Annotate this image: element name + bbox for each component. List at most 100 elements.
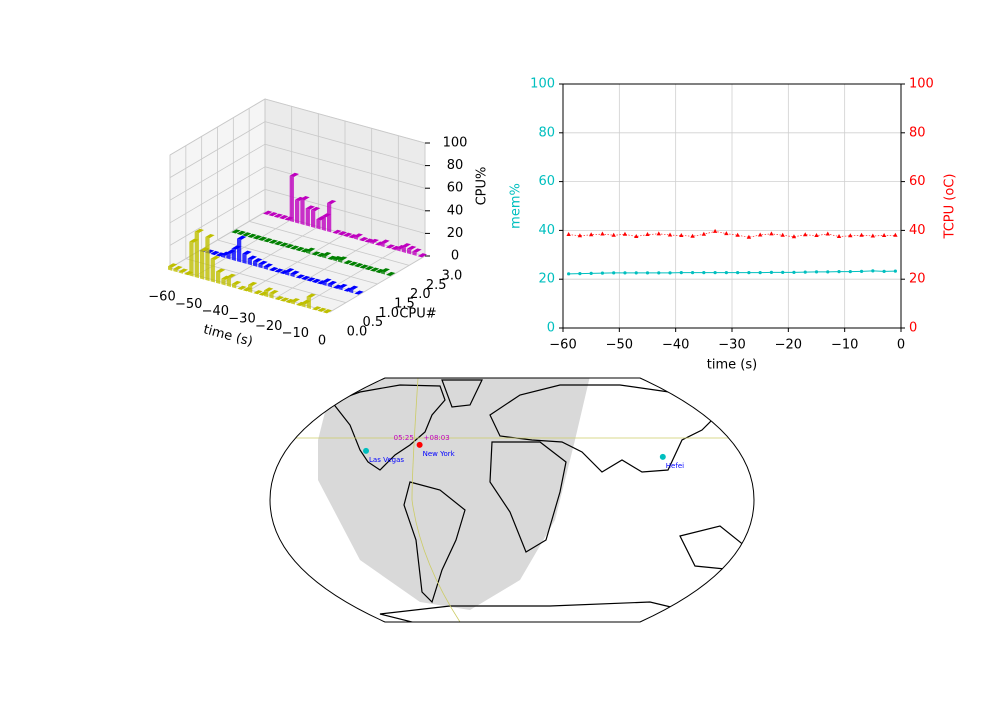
- grid-line: [264, 98, 426, 144]
- bar: [268, 239, 278, 244]
- bar: [306, 277, 316, 282]
- bar-top: [300, 196, 310, 201]
- marker: [836, 234, 842, 238]
- z-tick-label: 60: [447, 181, 464, 196]
- marker: [859, 269, 864, 273]
- bar-top: [354, 290, 364, 295]
- marker: [657, 271, 661, 275]
- bar-top: [311, 278, 321, 283]
- bar-top: [327, 255, 337, 260]
- bar-top: [231, 229, 241, 234]
- bar-front: [311, 209, 316, 229]
- marker: [634, 271, 638, 275]
- bar-front: [178, 271, 183, 274]
- marker: [578, 271, 582, 276]
- x-tick-label: −60: [148, 290, 175, 305]
- bar: [338, 256, 348, 263]
- bar-top: [263, 210, 273, 215]
- grid-line: [169, 189, 266, 246]
- city-marker: [416, 441, 423, 448]
- x-tick-label: −10: [831, 338, 858, 353]
- y-axis-label: CPU#: [399, 307, 436, 322]
- bar: [274, 241, 284, 246]
- bar-top: [263, 238, 273, 243]
- bar-top: [380, 268, 390, 273]
- bar: [268, 212, 278, 217]
- bar: [247, 233, 257, 238]
- bar-top: [290, 270, 300, 275]
- x-tick-label: −30: [718, 338, 745, 353]
- marker: [690, 233, 695, 238]
- bar-top: [316, 252, 326, 257]
- y-tick-label: 40: [538, 223, 555, 238]
- bar-top: [412, 248, 422, 253]
- marker: [803, 232, 808, 237]
- bar-top: [380, 239, 390, 244]
- bar-front: [290, 301, 295, 305]
- marker: [600, 271, 605, 275]
- marker: [803, 270, 807, 274]
- x-tick-label: −40: [202, 304, 229, 319]
- bar: [353, 233, 363, 240]
- bar-top: [359, 264, 369, 269]
- bar: [247, 255, 257, 266]
- bar-front: [248, 284, 253, 293]
- plot-frame: [562, 83, 902, 329]
- city-label: New York: [423, 450, 456, 458]
- z-tick-label: 100: [443, 136, 468, 151]
- bar-top: [289, 172, 299, 177]
- bar-front: [285, 271, 290, 276]
- y-axis-label: mem%: [509, 183, 524, 229]
- y2-tick-label: 0: [909, 321, 917, 336]
- y-tick-label: 20: [538, 272, 555, 287]
- y-tick-label: 0.0: [347, 325, 368, 340]
- bar-top: [210, 255, 220, 260]
- bar-top: [407, 245, 417, 250]
- bar: [327, 280, 337, 288]
- z-axis-label: CPU%: [475, 167, 490, 206]
- bar-front: [306, 296, 311, 309]
- bar: [284, 243, 294, 249]
- marker: [758, 271, 762, 275]
- marker: [701, 231, 707, 236]
- bar-front: [327, 283, 332, 288]
- bar: [327, 255, 337, 260]
- bar: [263, 238, 273, 243]
- bar-top: [359, 237, 369, 242]
- bar: [295, 196, 305, 224]
- bar-top: [274, 295, 284, 301]
- bar-front: [194, 231, 199, 279]
- bar-top: [322, 278, 332, 283]
- marker: [814, 270, 819, 274]
- bar-top: [247, 255, 257, 260]
- bar-top: [401, 243, 411, 248]
- bar-top: [295, 246, 305, 252]
- bar-top: [216, 268, 226, 273]
- bar-top: [385, 244, 395, 249]
- bar: [210, 255, 220, 283]
- bar-top: [290, 245, 300, 250]
- series-line: [568, 270, 896, 275]
- marker: [623, 271, 627, 275]
- bar-front: [189, 241, 194, 277]
- bar: [301, 275, 311, 281]
- bar-front: [231, 248, 236, 261]
- bar: [258, 260, 268, 269]
- marker: [814, 233, 819, 238]
- bar: [194, 228, 204, 279]
- bar: [417, 253, 427, 258]
- bar-top: [306, 293, 316, 298]
- bar-front: [232, 283, 237, 289]
- marker: [893, 232, 898, 237]
- bar: [216, 268, 226, 285]
- bar: [253, 290, 263, 295]
- marker: [859, 232, 864, 237]
- bar-top: [369, 238, 379, 244]
- bar-front: [301, 302, 306, 308]
- bar-top: [274, 241, 284, 246]
- bar-top: [300, 248, 310, 253]
- bar: [311, 251, 321, 256]
- x-tick-label: −20: [775, 338, 802, 353]
- marker: [645, 271, 650, 275]
- bar-front: [226, 276, 231, 287]
